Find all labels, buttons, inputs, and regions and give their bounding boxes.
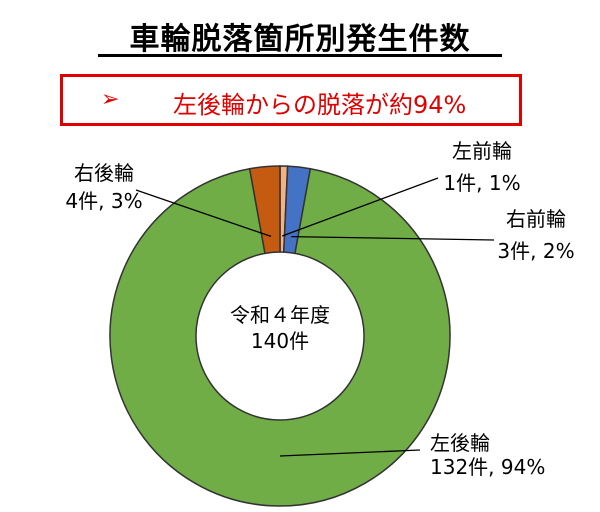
chart-title: 車輪脱落箇所別発生件数 [129, 22, 471, 57]
donut-slices [109, 165, 451, 507]
slice-label-name-2: 左後輪 [430, 431, 490, 455]
arrow-marker-icon: ➢ [101, 87, 120, 112]
slice-label-name-3: 右後輪 [74, 161, 134, 185]
center-label-year: 令和４年度 [230, 303, 330, 327]
slice-3 [248, 165, 281, 255]
callout-box: ➢ 左後輪からの脱落が約94% [60, 74, 522, 126]
leader-line-0 [282, 177, 439, 237]
slice-label-value-2: 132件, 94% [430, 455, 545, 479]
slice-2 [109, 167, 451, 507]
center-label-total: 140件 [251, 329, 309, 353]
slice-label-value-0: 1件, 1% [443, 171, 520, 195]
title-underline [98, 54, 502, 57]
slice-label-name-1: 右前輪 [506, 207, 566, 231]
leader-line-2 [279, 449, 421, 457]
slice-label-value-3: 4件, 3% [65, 189, 142, 213]
slice-label-value-1: 3件, 2% [497, 239, 574, 263]
leader-lines [135, 177, 495, 457]
leader-line-1 [291, 235, 495, 241]
leader-line-3 [135, 189, 272, 238]
callout-text: 左後輪からの脱落が約94% [173, 91, 467, 119]
slice-label-name-0: 左前輪 [452, 139, 512, 163]
